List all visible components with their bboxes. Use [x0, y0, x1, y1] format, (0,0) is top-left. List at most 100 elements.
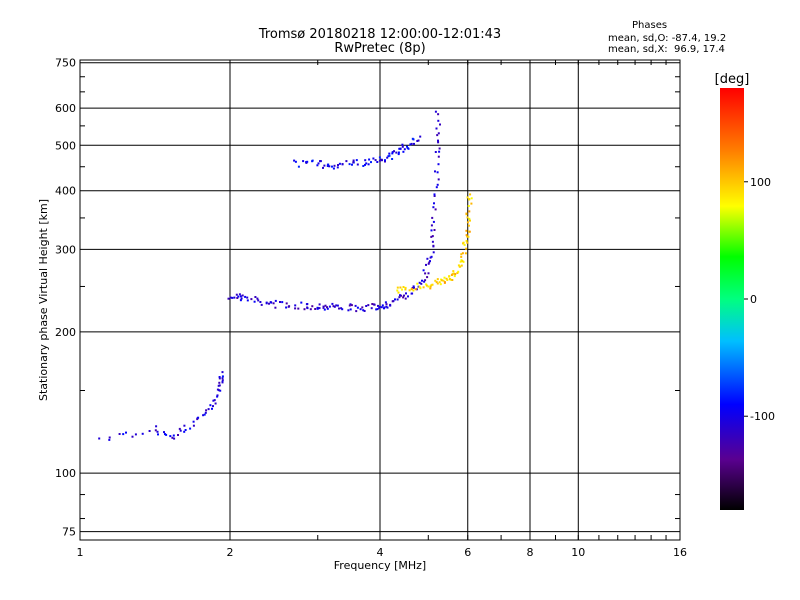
data-point	[425, 283, 428, 286]
data-point	[384, 160, 386, 163]
data-point	[443, 276, 446, 279]
x-tick-label: 16	[673, 546, 687, 559]
data-point	[398, 296, 401, 299]
data-point	[399, 147, 402, 150]
data-point	[431, 235, 434, 238]
data-point	[459, 260, 462, 263]
data-point	[430, 224, 433, 227]
data-point	[306, 160, 309, 163]
data-point	[432, 220, 435, 223]
stats-x-mode: mean, sd,X: 96.9, 17.4	[608, 44, 725, 55]
data-point	[396, 286, 399, 289]
data-point	[211, 407, 213, 410]
data-point	[372, 303, 375, 306]
data-point	[374, 159, 377, 162]
data-point	[362, 309, 365, 312]
data-point	[467, 224, 470, 227]
data-point	[322, 305, 325, 308]
data-point	[391, 300, 394, 303]
data-point	[368, 158, 371, 161]
grid	[80, 60, 680, 540]
data-point	[314, 308, 317, 310]
data-point	[457, 270, 460, 273]
data-point	[348, 304, 351, 307]
data-point	[205, 409, 208, 412]
data-point	[470, 197, 473, 200]
data-point	[336, 304, 339, 307]
data-point	[202, 414, 205, 417]
x-tick-label: 8	[527, 546, 534, 559]
data-point	[214, 402, 217, 405]
data-point	[218, 377, 221, 380]
data-point	[430, 284, 433, 287]
data-point	[451, 273, 454, 276]
data-point	[404, 297, 407, 300]
data-point	[467, 235, 470, 238]
data-point	[446, 279, 449, 281]
data-point	[436, 171, 439, 174]
data-point	[442, 279, 445, 282]
data-point	[430, 255, 433, 258]
data-point	[454, 273, 457, 276]
data-point	[452, 270, 455, 273]
data-point	[437, 119, 440, 122]
data-point	[305, 161, 308, 164]
data-point	[397, 153, 400, 156]
data-point	[173, 437, 176, 440]
data-point	[233, 296, 236, 299]
data-point	[216, 395, 219, 398]
data-point	[418, 285, 421, 288]
data-point	[385, 305, 388, 308]
data-point	[338, 307, 340, 310]
data-point	[326, 165, 329, 167]
data-point	[364, 163, 366, 166]
data-point	[154, 429, 157, 432]
data-point	[324, 304, 327, 307]
data-point	[209, 404, 212, 407]
data-point	[412, 138, 415, 141]
data-point	[439, 283, 442, 286]
data-point	[348, 163, 351, 166]
data-point	[401, 145, 404, 148]
data-point	[463, 243, 466, 246]
data-point	[317, 162, 320, 165]
data-point	[465, 234, 468, 237]
data-point	[378, 159, 381, 162]
data-point	[372, 157, 375, 160]
data-point	[458, 265, 461, 268]
data-point	[365, 305, 368, 307]
data-point	[177, 434, 179, 436]
data-point	[377, 304, 379, 307]
data-point	[279, 301, 281, 303]
data-point	[466, 221, 469, 224]
data-point	[397, 291, 400, 294]
data-point	[322, 166, 324, 169]
data-point	[388, 154, 391, 157]
data-point	[221, 377, 224, 380]
data-point	[316, 164, 319, 167]
data-point	[311, 160, 314, 163]
data-point	[367, 163, 370, 166]
data-point	[436, 282, 439, 285]
data-point	[469, 219, 471, 222]
data-point	[216, 394, 219, 397]
colorbar-label: [deg]	[715, 72, 750, 87]
data-point	[426, 257, 429, 260]
data-point	[430, 235, 433, 238]
data-point	[460, 253, 463, 256]
data-point	[172, 434, 175, 437]
data-point	[163, 431, 165, 434]
chart-subtitle: RwPretec (8p)	[334, 41, 426, 56]
data-point	[300, 301, 303, 304]
data-points	[98, 110, 473, 441]
data-point	[155, 425, 158, 428]
data-point	[410, 288, 413, 291]
data-point	[416, 140, 419, 142]
data-point	[250, 298, 253, 301]
data-point	[393, 150, 395, 153]
data-point	[470, 202, 473, 205]
data-point	[362, 165, 365, 167]
data-point	[352, 161, 355, 164]
data-point	[437, 139, 439, 142]
data-point	[407, 147, 410, 150]
